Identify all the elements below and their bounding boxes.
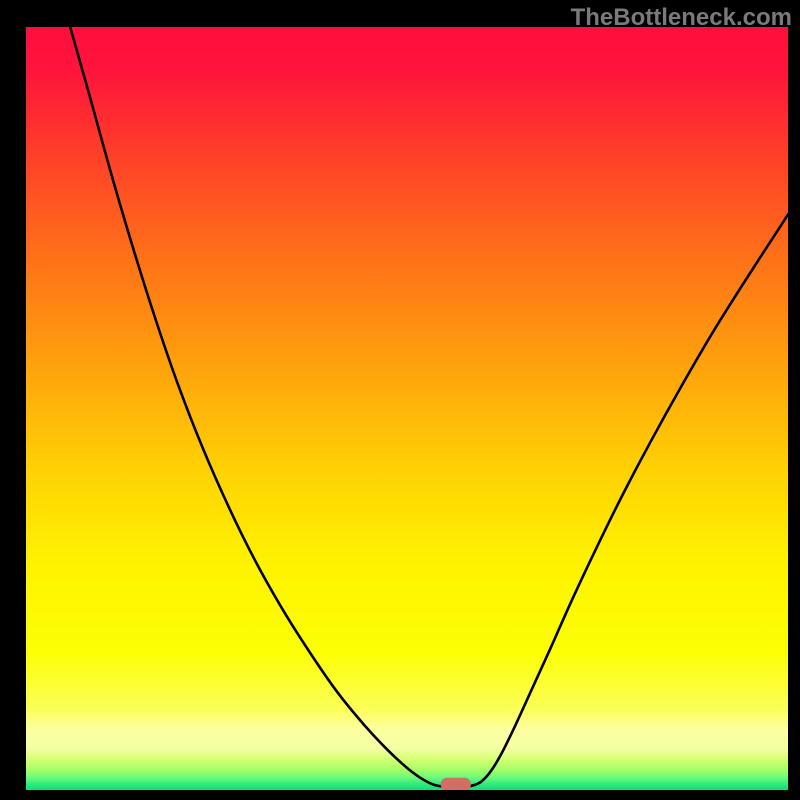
plot-area <box>26 27 788 790</box>
optimum-marker <box>441 778 471 790</box>
gradient-background <box>26 27 788 790</box>
bottleneck-chart <box>26 27 788 790</box>
attribution-text: TheBottleneck.com <box>571 4 792 32</box>
chart-container: TheBottleneck.com <box>0 0 800 800</box>
